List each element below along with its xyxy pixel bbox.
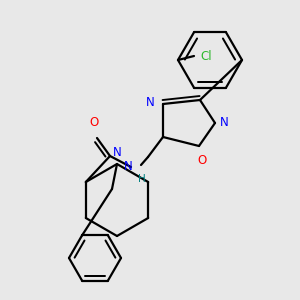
- Text: Cl: Cl: [200, 50, 212, 62]
- Text: O: O: [89, 116, 99, 129]
- Text: N: N: [112, 146, 122, 159]
- Text: N: N: [220, 116, 229, 130]
- Text: N: N: [124, 160, 133, 172]
- Text: H: H: [138, 174, 146, 184]
- Text: N: N: [146, 95, 155, 109]
- Text: O: O: [197, 154, 207, 167]
